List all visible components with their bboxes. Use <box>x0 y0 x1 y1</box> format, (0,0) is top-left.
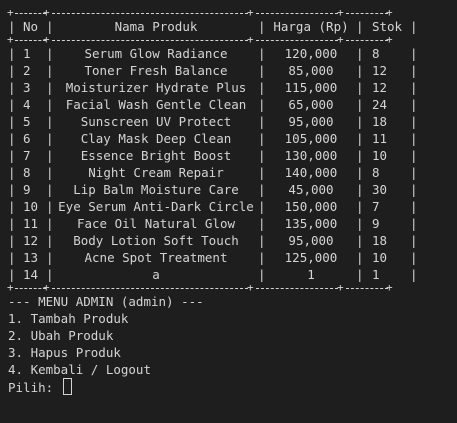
table-row: | 10 | Eye Serum Anti-Dark Circle | 150,000 | 7… <box>8 199 418 214</box>
table-row: | 3 | Moisturizer Hydrate Plus | 115,000 | 12 | <box>8 80 418 95</box>
header-price: Harga (Rp) <box>273 19 349 34</box>
cell-stock: 12 <box>372 63 388 78</box>
menu-item-ubah-produk: 2. Ubah Produk <box>8 328 114 343</box>
cell-no: 13 <box>23 250 39 265</box>
cell-no: 1 <box>23 46 31 61</box>
table-row: | 12 | Body Lotion Soft Touch | 95,000 | 18 | <box>8 233 418 248</box>
cell-price: 85,000 <box>288 63 334 78</box>
cell-name: Eye Serum Anti-Dark Circle <box>58 199 254 214</box>
cell-name: Body Lotion Soft Touch <box>73 233 239 248</box>
cell-price: 45,000 <box>288 182 334 197</box>
cell-stock: 7 <box>372 199 380 214</box>
table-row: | 8 | Night Cream Repair | 140,000 | 8 | <box>8 165 418 180</box>
cell-price: 115,000 <box>284 80 338 95</box>
cell-name: Night Cream Repair <box>88 165 224 180</box>
cell-stock: 30 <box>372 182 388 197</box>
cell-no: 11 <box>23 216 39 231</box>
cell-price: 125,000 <box>284 250 338 265</box>
cell-price: 105,000 <box>284 131 338 146</box>
cell-price: 135,000 <box>284 216 338 231</box>
text-cursor[interactable] <box>62 378 72 395</box>
cell-no: 4 <box>23 97 31 112</box>
header-no: No <box>23 19 39 34</box>
table-row: | 5 | Sunscreen UV Protect | 95,000 | 18 | <box>8 114 418 129</box>
cell-name: Acne Spot Treatment <box>84 250 228 265</box>
cell-stock: 12 <box>372 80 388 95</box>
cell-stock: 8 <box>372 165 380 180</box>
cell-price: 1 <box>307 267 315 282</box>
table-row: | 1 | Serum Glow Radiance | 120,000 | 8 | <box>8 46 418 61</box>
cell-no: 6 <box>23 131 31 146</box>
cell-price: 140,000 <box>284 165 338 180</box>
cell-price: 95,000 <box>288 233 334 248</box>
menu-item-tambah-produk: 1. Tambah Produk <box>8 311 129 326</box>
cell-stock: 8 <box>372 46 380 61</box>
table-row: | 14 | a | 1 | 1 | <box>8 267 418 282</box>
cell-name: Serum Glow Radiance <box>84 46 228 61</box>
menu-item-hapus-produk: 3. Hapus Produk <box>8 345 121 360</box>
cell-no: 10 <box>23 199 39 214</box>
cell-no: 2 <box>23 63 31 78</box>
cell-no: 8 <box>23 165 31 180</box>
cell-stock: 18 <box>372 233 388 248</box>
menu-item-kembali-logout: 4. Kembali / Logout <box>8 362 151 377</box>
cell-stock: 24 <box>372 97 388 112</box>
cell-name: Moisturizer Hydrate Plus <box>65 80 247 95</box>
cell-no: 12 <box>23 233 39 248</box>
table-row: | 2 | Toner Fresh Balance | 85,000 | 12 | <box>8 63 418 78</box>
cell-no: 7 <box>23 148 31 163</box>
cell-no: 14 <box>23 267 39 282</box>
cell-price: 120,000 <box>284 46 338 61</box>
cell-price: 65,000 <box>288 97 334 112</box>
cell-name: Essence Bright Boost <box>80 148 232 163</box>
cell-stock: 10 <box>372 148 388 163</box>
table-row: | 7 | Essence Bright Boost | 130,000 | 10 | <box>8 148 418 163</box>
header-name: Nama Produk <box>114 19 198 34</box>
cell-name: Lip Balm Moisture Care <box>73 182 239 197</box>
cell-stock: 1 <box>372 267 380 282</box>
table-border-top: + + + + + <box>7 6 393 19</box>
cell-name: Clay Mask Deep Clean <box>80 131 232 146</box>
cell-stock: 9 <box>372 216 380 231</box>
cell-name: Sunscreen UV Protect <box>80 114 232 129</box>
cell-name: Facial Wash Gentle Clean <box>65 97 247 112</box>
table-row: | 4 | Facial Wash Gentle Clean | 65,000 | 24 | <box>8 97 418 112</box>
cell-price: 150,000 <box>284 199 338 214</box>
cell-stock: 11 <box>372 131 388 146</box>
header-stock: Stok <box>371 19 403 34</box>
table-row: | 6 | Clay Mask Deep Clean | 105,000 | 11 | <box>8 131 418 146</box>
input-prompt-line[interactable]: Pilih: <box>8 378 457 395</box>
table-border-header: + + + + + <box>7 33 393 46</box>
cell-no: 3 <box>23 80 31 95</box>
table-header: | No | Nama Produk | Harga (Rp) | Stok | <box>8 19 418 34</box>
table-row: | 9 | Lip Balm Moisture Care | 45,000 | 30 | <box>8 182 418 197</box>
cell-price: 130,000 <box>284 148 338 163</box>
cell-name: Face Oil Natural Glow <box>76 216 236 231</box>
table-body: | 1 | Serum Glow Radiance | 120,000 | 8 | | 2 | Ton… <box>8 45 457 283</box>
cell-no: 5 <box>23 114 31 129</box>
table-border-bottom: + + + + + <box>7 281 393 294</box>
cell-name: a <box>152 267 160 282</box>
cell-stock: 18 <box>372 114 388 129</box>
menu-title: --- MENU ADMIN (admin) --- <box>8 294 204 309</box>
table-row: | 11 | Face Oil Natural Glow | 135,000 | 9 | <box>8 216 418 231</box>
cell-stock: 10 <box>372 250 388 265</box>
cell-name: Toner Fresh Balance <box>84 63 228 78</box>
cell-no: 9 <box>23 182 31 197</box>
table-row: | 13 | Acne Spot Treatment | 125,000 | 10 | <box>8 250 418 265</box>
cell-price: 95,000 <box>288 114 334 129</box>
terminal-output: + + + + + | No | Nama Produk | Harga (Rp… <box>7 6 457 395</box>
prompt-label: Pilih: <box>8 380 61 395</box>
